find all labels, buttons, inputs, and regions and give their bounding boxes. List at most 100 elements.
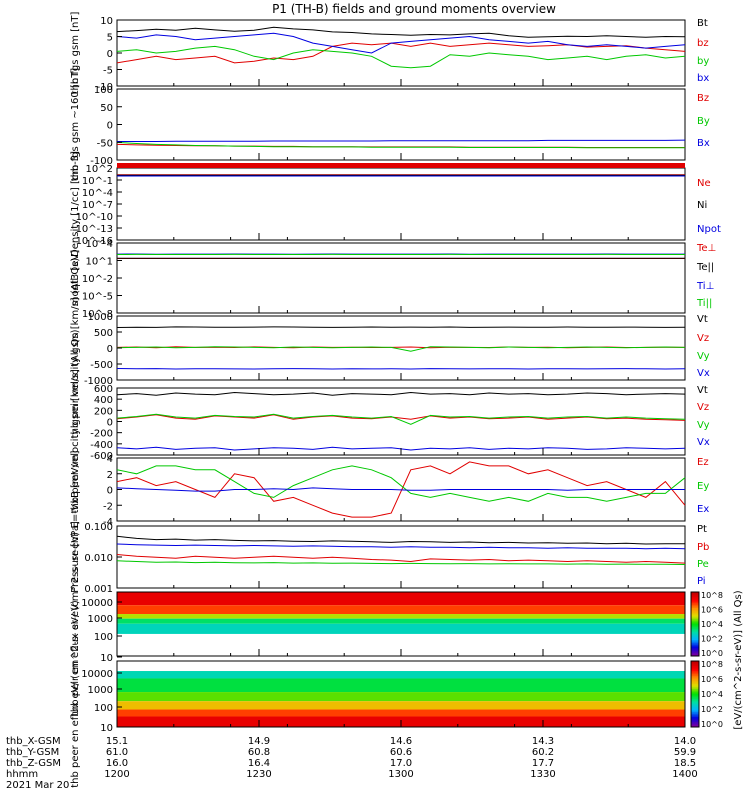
y-tick-label: 2	[107, 470, 113, 481]
colorbar-tick-label: 10^8	[701, 591, 723, 600]
y-tick-label: 10^-7	[82, 200, 113, 211]
x-row-value: 14.6	[390, 736, 412, 747]
y-tick-label: 0	[107, 49, 113, 60]
y-tick-label: 10^4	[86, 239, 113, 250]
legend-label: Vx	[697, 437, 710, 448]
y-tick-label: 10^-1	[82, 176, 113, 187]
x-row-value: 61.0	[106, 747, 128, 758]
colorbar-tick-label: 10^0	[701, 649, 723, 658]
y-tick-label: 5	[107, 33, 113, 44]
panel-frame	[117, 89, 685, 160]
x-row-value: 59.9	[674, 747, 696, 758]
legend-label: Ey	[697, 481, 709, 492]
x-row-value: 14.3	[532, 736, 554, 747]
legend-label: Te⊥	[696, 243, 716, 254]
y-tick-label: 10	[100, 653, 113, 664]
y-tick-label: 10^-4	[82, 188, 113, 199]
y-tick-label: 0.010	[84, 553, 113, 564]
colorbar-tick-label: 10^2	[701, 705, 723, 714]
legend-label: Bz	[697, 93, 709, 104]
heatmap-band	[117, 678, 685, 692]
panel-frame	[117, 316, 685, 380]
y-tick-label: 100	[94, 703, 113, 714]
colorbar-tick-label: 10^4	[701, 690, 723, 699]
y-tick-label: 600	[94, 384, 113, 395]
legend-label: Vt	[697, 314, 708, 325]
y-tick-label: 10000	[81, 598, 113, 609]
x-row-value: 60.8	[248, 747, 270, 758]
y-tick-label: 50	[100, 103, 113, 114]
y-tick-label: 0	[107, 344, 113, 355]
heatmap-band	[117, 624, 685, 634]
legend-label: Pe	[697, 559, 709, 570]
y-tick-label: 1000	[88, 685, 113, 696]
legend-label: Ex	[697, 504, 709, 515]
x-row-value: 1300	[388, 769, 413, 780]
y-axis-label: Density [1/cc] [cm-3]	[70, 151, 81, 257]
panel-frame	[117, 20, 685, 86]
y-tick-label: 10^-5	[82, 292, 113, 303]
heatmap-band	[117, 592, 685, 605]
y-tick-label: -400	[90, 440, 113, 451]
x-row-name: thb_Y-GSM	[6, 747, 59, 758]
legend-label: Ti||	[696, 298, 712, 309]
x-row-name: hhmm	[6, 769, 38, 780]
series-line	[117, 369, 685, 370]
panel-frame	[117, 388, 685, 455]
series-line	[117, 27, 685, 37]
legend-label: Ne	[697, 178, 711, 189]
y-tick-label: -500	[90, 360, 113, 371]
legend-label: Pi	[697, 576, 706, 587]
y-tick-label: 0	[107, 418, 113, 429]
y-tick-label: 100	[94, 632, 113, 643]
y-tick-label: -2	[103, 501, 113, 512]
legend-label: Vx	[697, 368, 710, 379]
y-tick-label: 0	[107, 486, 113, 497]
legend-label: Te||	[696, 262, 714, 273]
x-row-name: thb_Z-GSM	[6, 758, 61, 769]
y-tick-label: 1000	[88, 614, 113, 625]
y-tick-label: 4	[107, 454, 113, 465]
legend-label: Npot	[697, 224, 721, 235]
colorbar-tick-label: 10^6	[701, 606, 723, 615]
x-row-name: thb_X-GSM	[6, 736, 61, 747]
legend-label: Ni	[697, 200, 707, 211]
series-line	[117, 414, 685, 424]
figure-title: P1 (TH-B) fields and ground moments over…	[272, 2, 556, 16]
y-tick-label: -200	[90, 429, 113, 440]
panel-frame	[117, 168, 685, 240]
y-tick-label: 10^2	[86, 164, 113, 175]
heatmap-band	[117, 605, 685, 614]
legend-label: Ti⊥	[696, 281, 714, 292]
colorbar-label: [eV/(cm^2-s-sr-eV)] (All Qs)	[733, 590, 744, 729]
y-tick-label: 10^1	[86, 257, 113, 268]
heatmap-band	[117, 619, 685, 624]
y-tick-label: -5	[103, 66, 113, 77]
panel-frame	[117, 243, 685, 313]
y-tick-label: 400	[94, 395, 113, 406]
legend-label: Vy	[697, 351, 710, 362]
series-line	[117, 393, 685, 396]
series-line	[117, 555, 685, 564]
y-tick-label: 0.100	[84, 522, 113, 533]
legend-label: Vz	[697, 402, 709, 413]
x-row-value: 15.1	[106, 736, 128, 747]
y-tick-label: -50	[97, 138, 113, 149]
x-row-value: 18.5	[674, 758, 696, 769]
legend-label: by	[697, 56, 709, 67]
legend-label: Pt	[697, 524, 707, 535]
y-tick-label: 100	[94, 85, 113, 96]
y-tick-label: 10	[100, 723, 113, 734]
series-line	[117, 536, 685, 544]
series-line	[117, 544, 685, 549]
y-axis-label: E=-VxB [mV/m]	[70, 450, 81, 528]
legend-label: Bt	[697, 18, 708, 29]
x-row-value: 1330	[530, 769, 555, 780]
y-tick-label: 500	[94, 328, 113, 339]
